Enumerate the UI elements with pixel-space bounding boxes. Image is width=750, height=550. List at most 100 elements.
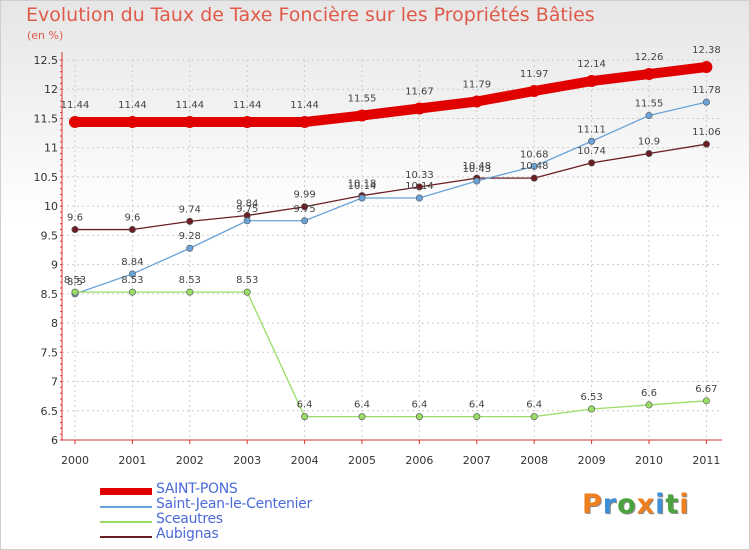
y-tick-label: 10.5 [34,171,59,184]
data-label: 6.53 [580,392,602,403]
data-label: 10.74 [577,146,606,157]
legend-swatch-saint-pons [100,488,152,495]
y-tick-label: 7 [51,376,58,389]
data-point [128,288,136,296]
x-tick-label: 2007 [463,454,491,467]
data-label: 9.75 [236,204,258,215]
data-point [645,150,653,158]
data-label: 10.68 [520,149,549,160]
chart-title: Evolution du Taux de Taxe Foncière sur l… [26,4,595,26]
data-label: 11.78 [692,85,721,96]
data-label: 8.53 [236,275,258,286]
series-line [74,291,708,418]
y-tick-label: 8.5 [41,288,59,301]
y-tick-label: 9.5 [41,229,59,242]
data-label: 11.79 [462,80,491,91]
data-point [700,61,713,74]
data-label: 12.14 [577,59,606,70]
data-label: 11.44 [61,100,90,111]
data-point [301,413,309,421]
data-point [241,115,254,128]
data-label: 11.44 [233,100,262,111]
data-point [702,140,710,148]
data-point [128,226,136,234]
legend-label: SAINT-PONS [156,481,238,497]
data-label: 12.38 [692,45,721,56]
data-point [470,95,483,108]
x-tick-label: 2000 [61,454,89,467]
x-tick-label: 2001 [118,454,146,467]
data-point [69,115,81,128]
data-label: 6.67 [695,384,717,395]
chart-subtitle: (en %) [27,29,64,42]
data-point [530,174,538,182]
data-point [588,159,596,167]
legend-label: Saint-Jean-le-Centenier [156,496,312,512]
data-label: 10.18 [348,179,377,190]
data-point [702,98,710,106]
data-label: 9.84 [236,199,258,210]
series-line [74,101,708,295]
data-point [183,115,196,128]
data-label: 8.5 [67,277,83,288]
data-label: 11.06 [692,127,721,138]
data-point [528,84,541,97]
data-label: 11.55 [635,99,664,110]
x-tick-label: 2008 [520,454,548,467]
data-point [585,75,598,88]
data-label: 8.53 [179,275,201,286]
y-tick-label: 6.5 [41,405,59,418]
data-point [415,413,423,421]
data-point [186,244,194,252]
x-tick-label: 2010 [635,454,663,467]
data-point [356,109,368,122]
data-point [473,177,481,185]
legend-swatch-saint-jean [100,506,152,508]
data-label: 11.44 [118,100,147,111]
data-label: 9.74 [179,204,201,215]
logo-letter: i [679,489,690,520]
data-label: 6.6 [641,388,657,399]
y-tick-label: 11 [44,142,58,155]
data-label: 11.11 [577,124,606,135]
logo-letter: t [665,489,680,520]
x-tick-label: 2004 [291,454,319,467]
data-label: 9.6 [124,213,140,224]
data-label: 6.4 [411,400,427,411]
series-line [74,143,708,231]
logo-letter: r [602,489,618,520]
data-label: 10.48 [520,161,549,172]
data-point [413,102,426,115]
proxiti-logo: Proxiti [582,489,690,520]
x-tick-label: 2011 [692,454,720,467]
logo-letter: i [655,489,666,520]
data-label: 8.53 [121,275,143,286]
data-label: 9.28 [179,231,201,242]
data-point [298,115,311,128]
data-point [301,203,309,211]
data-point [301,217,309,225]
y-tick-label: 9 [51,259,58,272]
data-label: 10.33 [405,170,434,181]
data-point [588,405,596,413]
y-tick-label: 11.5 [34,112,59,125]
x-tick-label: 2009 [578,454,606,467]
y-tick-label: 12.5 [34,54,59,67]
data-label: 12.26 [635,52,664,63]
data-label: 6.4 [354,400,370,411]
data-point [128,270,136,278]
data-point [530,162,538,170]
data-label: 10.14 [405,181,434,192]
data-point [530,413,538,421]
legend-label: Aubignas [156,526,219,542]
data-label: 9.75 [293,204,315,215]
data-point [243,217,251,225]
data-point [415,183,423,191]
data-point [645,401,653,409]
data-label: 8.53 [64,275,86,286]
data-point [71,226,79,234]
data-label: 10.9 [638,137,660,148]
x-tick-label: 2002 [176,454,204,467]
y-tick-label: 10 [44,200,58,213]
